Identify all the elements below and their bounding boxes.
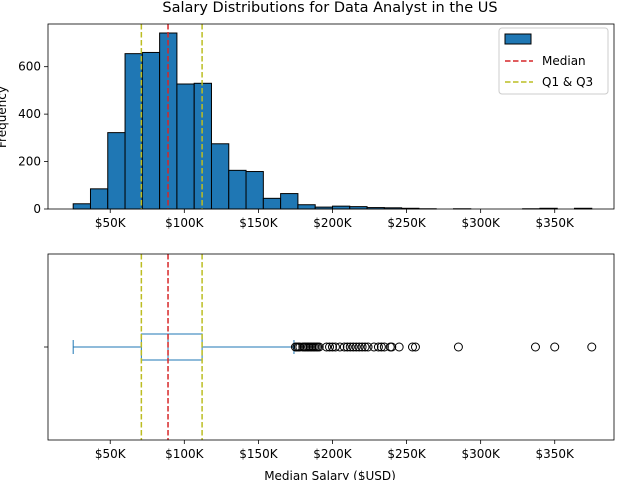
- histogram-x-tick-label-4: $250K: [387, 216, 427, 230]
- boxplot-outlier-41: [550, 342, 560, 352]
- boxplot-x-tick-label-4: $250K: [387, 447, 427, 461]
- boxplot-outlier-31: [373, 342, 383, 352]
- histogram-y-tick-label-1: 200: [18, 155, 41, 169]
- histogram-bar-8: [210, 143, 230, 210]
- y-axis-label: Frequency: [0, 86, 9, 148]
- histogram-bar-2: [107, 132, 126, 210]
- boxplot-outlier-42: [587, 342, 597, 352]
- histogram-bar-12: [280, 193, 299, 210]
- legend-label-quartiles: Q1 & Q3: [542, 75, 593, 89]
- histogram-x-tick-label-1: $100K: [165, 216, 205, 230]
- histogram-reference-lines: [140, 24, 203, 209]
- histogram-bar-11: [262, 197, 282, 210]
- histogram-y-tick-label-2: 400: [18, 107, 41, 121]
- boxplot-outlier-30: [369, 342, 379, 352]
- boxplot-outlier-21: [339, 342, 349, 352]
- boxplot-outlier-19: [330, 342, 340, 352]
- boxplot-outlier-25: [351, 342, 361, 352]
- legend: Median Q1 & Q3: [498, 27, 609, 95]
- histogram-bar-15: [331, 205, 351, 210]
- boxplot-outlier-40: [530, 342, 540, 352]
- boxplot-outlier-29: [363, 342, 373, 352]
- boxplot-x-ticks: $50K $100K $150K $200K $250K $300K $350K: [95, 440, 575, 461]
- histogram-bar-1: [89, 188, 109, 210]
- histogram-bar-4: [141, 51, 161, 210]
- boxplot-outlier-24: [348, 342, 358, 352]
- boxplot-x-tick-label-3: $200K: [313, 447, 353, 461]
- boxplot-outlier-35: [387, 342, 397, 352]
- boxplot-axes-frame: [47, 253, 615, 441]
- histogram-x-tick-label-2: $150K: [239, 216, 279, 230]
- boxplot-outlier-3: [295, 342, 305, 352]
- histogram-y-ticks: 0 200 400 600: [18, 60, 48, 216]
- legend-patch-histogram: [504, 33, 532, 45]
- boxplot-outlier-23: [345, 342, 355, 352]
- chart-title: Salary Distributions for Data Analyst in…: [162, 0, 497, 16]
- boxplot-outlier-39: [453, 342, 463, 352]
- histogram-panel: Salary Distributions for Data Analyst in…: [0, 0, 615, 230]
- histogram-x-ticks: $50K $100K $150K $200K $250K $300K $350K: [95, 209, 575, 230]
- boxplot-x-tick-label-2: $150K: [239, 447, 279, 461]
- boxplot-outlier-38: [410, 342, 420, 352]
- histogram-bar-6: [176, 83, 195, 210]
- histogram-x-tick-label-3: $200K: [313, 216, 353, 230]
- boxplot-x-tick-label-5: $300K: [461, 447, 501, 461]
- boxplot-outlier-22: [342, 342, 352, 352]
- boxplot-x-tick-label-0: $50K: [95, 447, 127, 461]
- boxplot-outlier-17: [325, 342, 335, 352]
- boxplot-outlier-15: [314, 342, 324, 352]
- boxplot-outlier-20: [335, 342, 345, 352]
- boxplot-reference-lines: [140, 254, 203, 440]
- histogram-bar-3: [124, 53, 143, 210]
- legend-label-median: Median: [542, 54, 586, 68]
- boxplot-x-tick-label-6: $350K: [536, 447, 576, 461]
- histogram-x-tick-label-5: $300K: [461, 216, 501, 230]
- histogram-bar-9: [228, 169, 247, 210]
- histogram-x-tick-label-6: $350K: [536, 216, 576, 230]
- histogram-bar-10: [245, 171, 264, 210]
- boxplot-panel: $50K $100K $150K $200K $250K $300K $350K Media…: [44, 253, 615, 480]
- histogram-bar-0: [72, 203, 91, 210]
- histogram-y-tick-label-0: 0: [33, 202, 41, 216]
- boxplot-outlier-16: [322, 342, 332, 352]
- boxplot-outlier-27: [357, 342, 367, 352]
- boxplot-outlier-18: [327, 342, 337, 352]
- histogram-axes-frame: [47, 23, 615, 210]
- x-axis-label: Median Salary ($USD): [264, 469, 396, 480]
- boxplot-outlier-37: [407, 342, 417, 352]
- boxplot-outlier-26: [354, 342, 364, 352]
- histogram-y-tick-label-3: 600: [18, 60, 41, 74]
- histogram-bar-13: [297, 204, 316, 210]
- boxplot-outlier-32: [376, 342, 386, 352]
- boxplot-outlier-33: [379, 342, 389, 352]
- boxplot-outlier-36: [394, 342, 404, 352]
- boxplot-outliers: [290, 342, 597, 352]
- boxplot-x-tick-label-1: $100K: [165, 447, 205, 461]
- histogram-x-tick-label-0: $50K: [95, 216, 127, 230]
- boxplot-outlier-28: [360, 342, 370, 352]
